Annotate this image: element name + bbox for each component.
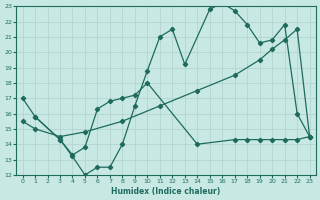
X-axis label: Humidex (Indice chaleur): Humidex (Indice chaleur) [111,187,221,196]
